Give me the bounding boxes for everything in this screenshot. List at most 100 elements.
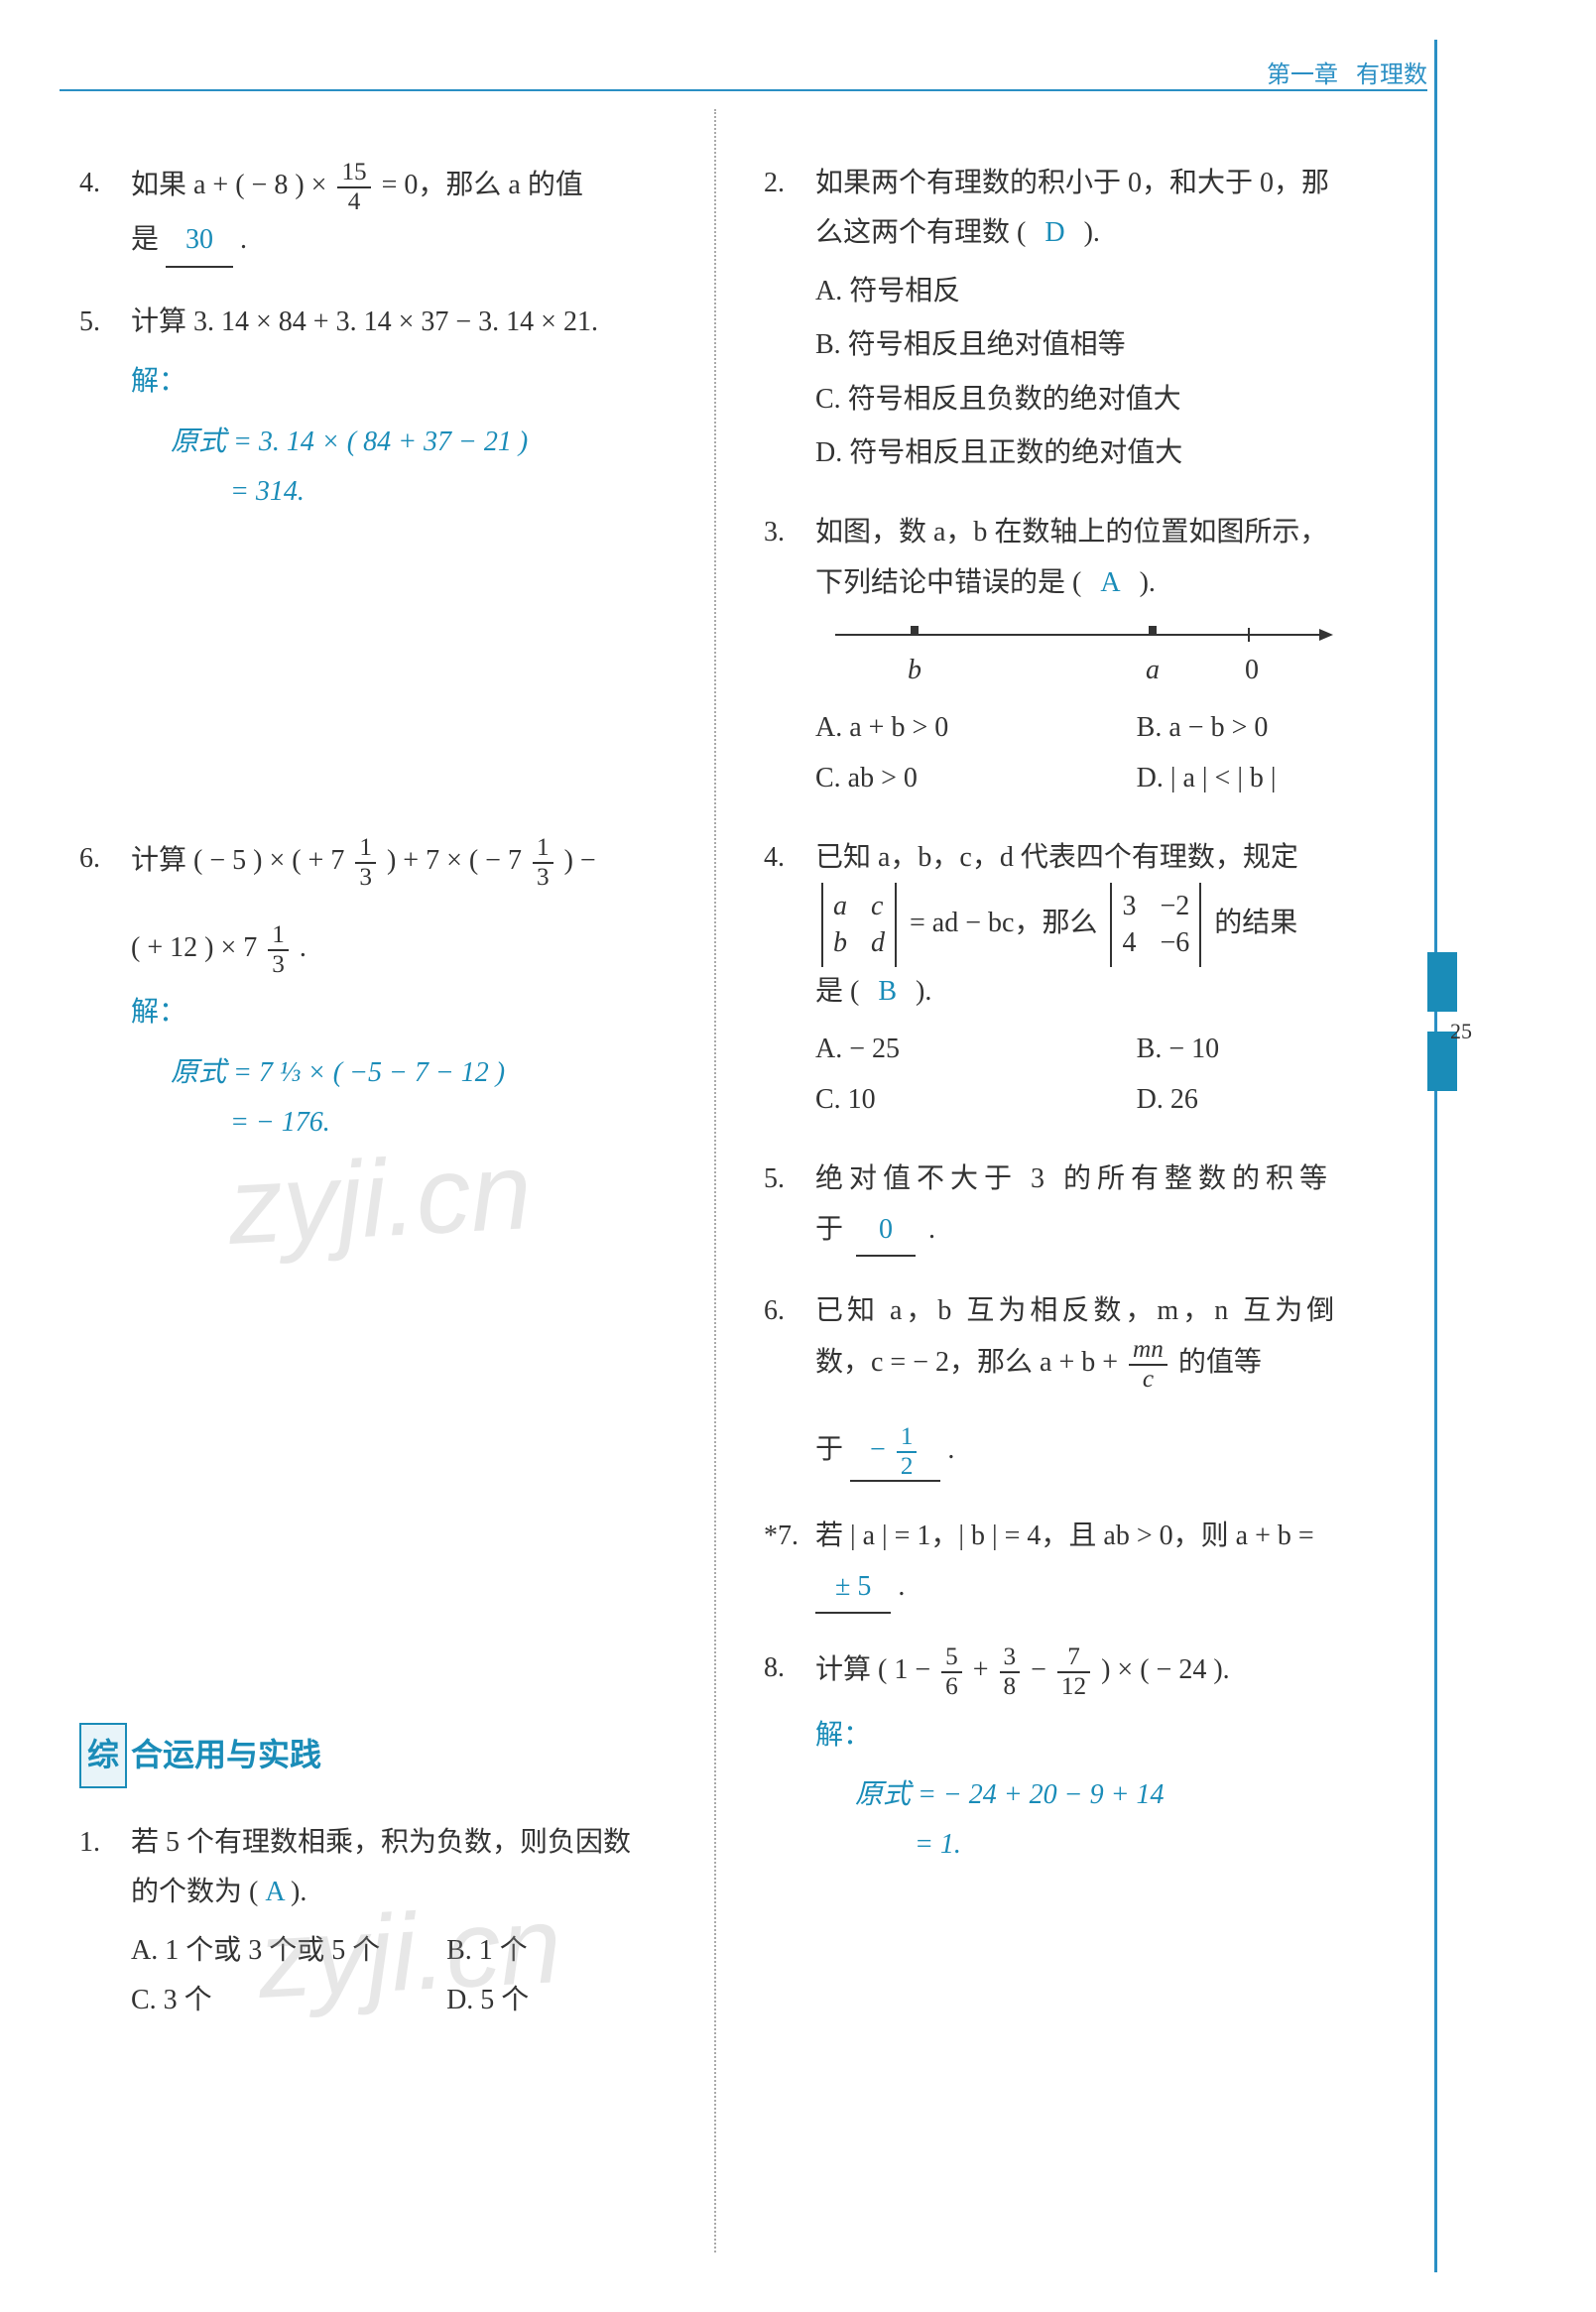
option-a: A. 符号相反 bbox=[815, 267, 1389, 316]
problem-8r: 8. 计算 ( 1 − 56 + 38 − 712 ) × ( − 24 ). … bbox=[764, 1643, 1389, 1871]
text: 绝对值不大于 3 的所有整数的积等 bbox=[815, 1163, 1333, 1194]
column-divider bbox=[714, 109, 716, 2252]
solution-line: = − 176. bbox=[230, 1098, 694, 1148]
option-a: A. 1 个或 3 个或 5 个 bbox=[131, 1926, 446, 1976]
solution-line: 原式 = − 24 + 20 − 9 + 14 bbox=[855, 1770, 1389, 1820]
text: 的值等 bbox=[1178, 1348, 1262, 1379]
text: 的结果 bbox=[1214, 908, 1297, 938]
fraction: 13 bbox=[268, 921, 289, 978]
option-a: A. a + b > 0 bbox=[815, 703, 1137, 753]
option-c: C. 3 个 bbox=[131, 1976, 446, 2025]
text: ). bbox=[916, 976, 931, 1007]
tick-origin bbox=[1248, 628, 1250, 642]
tab-marker-top bbox=[1427, 952, 1457, 1012]
problem-number: 4. bbox=[764, 833, 785, 883]
tick-label-zero: 0 bbox=[1245, 646, 1259, 695]
solution-label: 解： bbox=[131, 357, 694, 407]
text: 计算 ( − 5 ) × ( + 7 bbox=[131, 846, 351, 877]
topic-label: 有理数 bbox=[1356, 62, 1427, 88]
tick-b bbox=[911, 626, 919, 634]
text: = 0，那么 a 的值 bbox=[382, 170, 583, 200]
solution-line: = 1. bbox=[915, 1820, 1389, 1870]
text: 是 ( bbox=[815, 976, 859, 1007]
section-title-text: 合运用与实践 bbox=[131, 1737, 321, 1772]
fraction: 15 4 bbox=[337, 159, 370, 215]
text: = ad − bc，那么 bbox=[910, 908, 1104, 938]
solution-label: 解： bbox=[131, 988, 694, 1037]
text: 下列结论中错误的是 ( bbox=[815, 567, 1081, 598]
text: 若 | a | = 1，| b | = 4，且 ab > 0，则 a + b = bbox=[815, 1521, 1314, 1551]
tick-label-b: b bbox=[908, 646, 921, 695]
number-line-axis bbox=[835, 634, 1331, 636]
problem-4r: 4. 已知 a，b，c，d 代表四个有理数，规定 ac bd = ad − bc… bbox=[764, 833, 1389, 1125]
text: 若 5 个有理数相乘，积为负数，则负因数 bbox=[131, 1827, 631, 1858]
text: . bbox=[928, 1214, 935, 1245]
text: 计算 ( 1 − bbox=[815, 1654, 937, 1685]
problem-3: 3. 如图，数 a，b 在数轴上的位置如图所示， 下列结论中错误的是 ( A )… bbox=[764, 508, 1389, 803]
answer-fraction: 12 bbox=[897, 1423, 918, 1480]
text: 计算 3. 14 × 84 + 3. 14 × 37 − 3. 14 × 21. bbox=[131, 306, 598, 337]
solution-line: 原式 = 7 ⅓ × ( −5 − 7 − 12 ) bbox=[171, 1048, 694, 1098]
problem-number: *7. bbox=[764, 1512, 798, 1561]
option-b: B. a − b > 0 bbox=[1137, 703, 1389, 753]
text: 如果两个有理数的积小于 0，和大于 0，那 bbox=[815, 168, 1329, 198]
answer-choice: B bbox=[866, 976, 909, 1007]
problem-number: 6. bbox=[79, 834, 100, 884]
page-number: 25 bbox=[1450, 1012, 1472, 1051]
text: 已知 a，b 互为相反数，m，n 互为倒 bbox=[815, 1295, 1338, 1326]
fraction: 56 bbox=[941, 1643, 962, 1700]
option-c: C. ab > 0 bbox=[815, 754, 1137, 803]
solution-line: = 314. bbox=[230, 467, 694, 517]
chapter-label: 第一章 bbox=[1267, 62, 1338, 88]
problem-4: 4. 如果 a + ( − 8 ) × 15 4 = 0，那么 a 的值 是 3… bbox=[79, 159, 694, 268]
fraction: 38 bbox=[1000, 1643, 1021, 1700]
text: 如图，数 a，b 在数轴上的位置如图所示， bbox=[815, 517, 1327, 548]
text: . bbox=[898, 1571, 905, 1602]
problem-number: 5. bbox=[79, 298, 100, 347]
text: 如果 a + ( − 8 ) × bbox=[131, 170, 333, 200]
problem-number: 8. bbox=[764, 1643, 785, 1693]
text: ). bbox=[1140, 567, 1156, 598]
answer-choice: D bbox=[1033, 217, 1076, 248]
problem-6: 6. 计算 ( − 5 ) × ( + 7 13 ) + 7 × ( − 7 1… bbox=[79, 834, 694, 1148]
arrow-icon bbox=[1319, 629, 1333, 641]
option-c: C. 10 bbox=[815, 1075, 1137, 1125]
option-a: A. − 25 bbox=[815, 1025, 1137, 1074]
problem-7r: *7. 若 | a | = 1，| b | = 4，且 ab > 0，则 a +… bbox=[764, 1512, 1389, 1614]
option-b: B. 符号相反且绝对值相等 bbox=[815, 320, 1389, 370]
text: . bbox=[240, 224, 247, 255]
answer-blank: 30 bbox=[166, 215, 233, 267]
determinant: ac bd bbox=[821, 883, 897, 967]
answer-blank: 0 bbox=[856, 1205, 916, 1257]
fraction: 13 bbox=[355, 834, 376, 891]
fraction: 13 bbox=[533, 834, 553, 891]
star-mark: * bbox=[764, 1521, 778, 1551]
number-line: b a 0 bbox=[835, 626, 1331, 685]
fraction: 712 bbox=[1057, 1643, 1090, 1700]
problem-5r: 5. 绝对值不大于 3 的所有整数的积等 于 0 . bbox=[764, 1155, 1389, 1257]
text: . bbox=[947, 1434, 954, 1465]
problem-5: 5. 计算 3. 14 × 84 + 3. 14 × 37 − 3. 14 × … bbox=[79, 298, 694, 518]
solution-label: 解： bbox=[815, 1711, 1389, 1761]
text: 已知 a，b，c，d 代表四个有理数，规定 bbox=[815, 842, 1298, 873]
solution-line: 原式 = 3. 14 × ( 84 + 37 − 21 ) bbox=[171, 418, 694, 467]
right-border bbox=[1434, 40, 1437, 2272]
text: . bbox=[300, 932, 307, 963]
text: 么这两个有理数 ( bbox=[815, 217, 1026, 248]
right-column: 2. 如果两个有理数的积小于 0，和大于 0，那 么这两个有理数 ( D ). … bbox=[764, 159, 1389, 1900]
section-title-box: 综 bbox=[79, 1723, 127, 1788]
problem-number: 4. bbox=[79, 159, 100, 208]
text: 是 bbox=[131, 224, 159, 255]
text: ). bbox=[291, 1877, 307, 1907]
text: + bbox=[973, 1654, 996, 1685]
text: ). bbox=[1084, 217, 1100, 248]
problem-number: 5. bbox=[764, 1155, 785, 1204]
text: 的个数为 ( bbox=[131, 1877, 258, 1907]
problem-number: 1. bbox=[79, 1818, 100, 1868]
option-b: B. 1 个 bbox=[446, 1926, 694, 1976]
text: 数，c = − 2，那么 a + b + bbox=[815, 1348, 1125, 1379]
problem-2: 2. 如果两个有理数的积小于 0，和大于 0，那 么这两个有理数 ( D ). … bbox=[764, 159, 1389, 478]
text: ) − bbox=[564, 846, 596, 877]
option-d: D. | a | < | b | bbox=[1137, 754, 1389, 803]
answer-choice: A bbox=[1088, 567, 1132, 598]
